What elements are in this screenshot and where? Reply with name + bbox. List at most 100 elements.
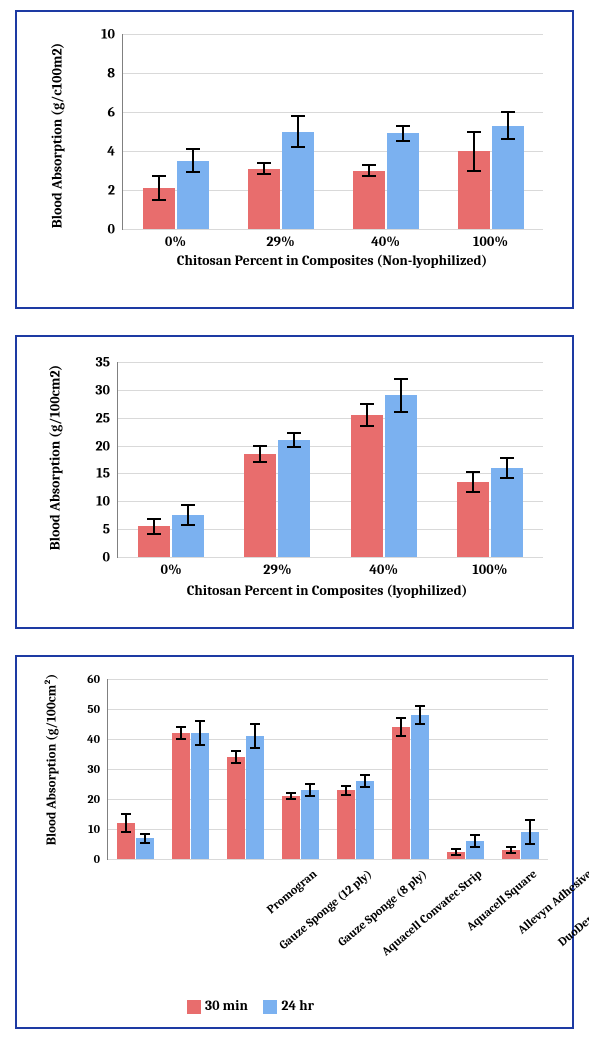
xtick-label: 40% bbox=[371, 229, 400, 250]
ytick-label: 8 bbox=[107, 65, 123, 82]
error-bar bbox=[199, 721, 201, 745]
ytick-label: 60 bbox=[87, 672, 108, 686]
ytick-label: 0 bbox=[108, 221, 123, 238]
error-cap bbox=[152, 199, 166, 201]
error-bar bbox=[254, 724, 256, 748]
error-bar bbox=[419, 706, 421, 724]
error-cap bbox=[360, 786, 370, 788]
error-cap bbox=[415, 723, 425, 725]
plot-area-a: 02468100%29%40%100% bbox=[122, 34, 543, 230]
error-cap bbox=[152, 175, 166, 177]
gridline bbox=[118, 446, 543, 447]
error-bar bbox=[293, 433, 295, 447]
bar bbox=[301, 790, 319, 859]
xtick-label: 100% bbox=[472, 557, 507, 578]
xlabel-b: Chitosan Percent in Composites (lyophili… bbox=[117, 582, 537, 599]
error-cap bbox=[181, 504, 195, 506]
panel-a: A Blood Absorption (g/c100m2) 02468100%2… bbox=[15, 10, 574, 309]
ytick-label: 10 bbox=[101, 26, 123, 43]
bar bbox=[492, 126, 524, 229]
error-bar bbox=[187, 505, 189, 525]
error-bar bbox=[506, 458, 508, 478]
error-cap bbox=[360, 425, 374, 427]
gridline bbox=[123, 34, 543, 35]
error-cap bbox=[305, 783, 315, 785]
xlabel-a: Chitosan Percent in Composites (Non-lyop… bbox=[117, 252, 547, 269]
error-bar bbox=[400, 379, 402, 412]
xtick-label: 0% bbox=[161, 557, 182, 578]
error-cap bbox=[231, 762, 241, 764]
gridline bbox=[118, 473, 543, 474]
error-cap bbox=[250, 723, 260, 725]
bar bbox=[491, 468, 523, 557]
xtick-label: 29% bbox=[263, 557, 291, 578]
error-cap bbox=[195, 720, 205, 722]
gridline bbox=[108, 859, 548, 860]
error-cap bbox=[360, 403, 374, 405]
error-cap bbox=[250, 747, 260, 749]
error-cap bbox=[147, 533, 161, 535]
bar bbox=[191, 733, 209, 859]
error-bar bbox=[402, 126, 404, 142]
error-cap bbox=[451, 848, 461, 850]
error-cap bbox=[186, 171, 200, 173]
ytick-label: 0 bbox=[103, 549, 118, 566]
error-cap bbox=[147, 518, 161, 520]
error-cap bbox=[362, 175, 376, 177]
legend-swatch-30min bbox=[187, 1000, 201, 1014]
ytick-label: 2 bbox=[108, 182, 123, 199]
legend-swatch-24hr bbox=[263, 1000, 277, 1014]
error-cap bbox=[176, 738, 186, 740]
error-bar bbox=[158, 176, 160, 199]
error-cap bbox=[121, 831, 131, 833]
error-cap bbox=[500, 477, 514, 479]
gridline bbox=[118, 418, 543, 419]
bar bbox=[392, 727, 410, 859]
error-cap bbox=[305, 795, 315, 797]
error-cap bbox=[286, 798, 296, 800]
bar bbox=[351, 415, 383, 557]
xtick-label: 0% bbox=[165, 229, 186, 250]
bar bbox=[457, 482, 489, 557]
error-cap bbox=[195, 744, 205, 746]
figure: A Blood Absorption (g/c100m2) 02468100%2… bbox=[0, 0, 589, 1050]
error-bar bbox=[125, 814, 127, 832]
error-cap bbox=[121, 813, 131, 815]
ytick-label: 5 bbox=[103, 521, 118, 538]
ytick-label: 15 bbox=[96, 465, 118, 482]
error-cap bbox=[341, 794, 351, 796]
ytick-label: 50 bbox=[87, 702, 108, 716]
ytick-label: 30 bbox=[95, 381, 118, 398]
ytick-label: 0 bbox=[94, 852, 108, 866]
error-cap bbox=[181, 524, 195, 526]
error-cap bbox=[394, 378, 408, 380]
bar bbox=[337, 790, 355, 859]
error-bar bbox=[472, 472, 474, 492]
error-cap bbox=[470, 834, 480, 836]
error-cap bbox=[341, 785, 351, 787]
bar bbox=[248, 169, 280, 229]
error-cap bbox=[396, 735, 406, 737]
gridline bbox=[118, 390, 543, 391]
error-cap bbox=[253, 445, 267, 447]
error-cap bbox=[396, 717, 406, 719]
error-cap bbox=[506, 852, 516, 854]
ylabel-a: Blood Absorption (g/c100m2) bbox=[49, 6, 66, 266]
legend-label-30min: 30 min bbox=[205, 997, 248, 1014]
ytick-label: 10 bbox=[88, 822, 108, 836]
ytick-label: 6 bbox=[107, 104, 123, 121]
legend-label-24hr: 24 hr bbox=[281, 997, 314, 1014]
bar bbox=[411, 715, 429, 859]
error-cap bbox=[231, 750, 241, 752]
error-cap bbox=[506, 846, 516, 848]
error-bar bbox=[507, 112, 509, 139]
bar bbox=[172, 733, 190, 859]
ytick-label: 10 bbox=[96, 493, 118, 510]
error-cap bbox=[253, 461, 267, 463]
xtick-label: 40% bbox=[369, 557, 398, 578]
xtick-label: 100% bbox=[473, 229, 508, 250]
error-cap bbox=[396, 140, 410, 142]
gridline bbox=[118, 362, 543, 363]
error-cap bbox=[501, 138, 515, 140]
error-bar bbox=[400, 718, 402, 736]
